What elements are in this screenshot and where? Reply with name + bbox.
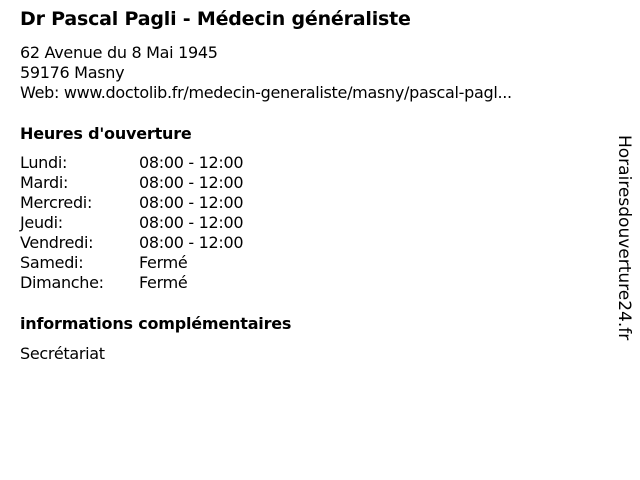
day-label: Mercredi: (20, 193, 93, 212)
hours-heading: Heures d'ouverture (20, 124, 192, 143)
hours-value: 08:00 - 12:00 (139, 193, 244, 212)
address-city: 59176 Masny (20, 63, 125, 82)
hours-value: 08:00 - 12:00 (139, 173, 244, 192)
address-street: 62 Avenue du 8 Mai 1945 (20, 43, 218, 62)
hours-table: Lundi: 08:00 - 12:00 Mardi: 08:00 - 12:00 … (20, 153, 244, 293)
hours-row: Samedi: Fermé (20, 253, 243, 273)
day-label: Mardi: (20, 173, 69, 192)
hours-value: 08:00 - 12:00 (139, 213, 244, 232)
hours-value: 08:00 - 12:00 (139, 153, 244, 172)
day-label: Jeudi: (20, 213, 63, 232)
info-text: Secrétariat (20, 344, 105, 363)
hours-value: 08:00 - 12:00 (139, 233, 244, 252)
day-label: Lundi: (20, 153, 68, 172)
website-link[interactable]: Web: www.doctolib.fr/medecin-generaliste… (20, 83, 512, 102)
page-title: Dr Pascal Pagli - Médecin généraliste (20, 8, 411, 30)
day-label: Dimanche: (20, 273, 104, 292)
day-label: Vendredi: (20, 233, 94, 252)
day-label: Samedi: (20, 253, 84, 272)
info-heading: informations complémentaires (20, 314, 292, 333)
hours-row: Mercredi: 08:00 - 12:00 (20, 193, 244, 213)
address-block: 62 Avenue du 8 Mai 1945 59176 Masny Web:… (20, 43, 512, 103)
hours-value: Fermé (139, 273, 188, 292)
hours-row: Lundi: 08:00 - 12:00 (20, 153, 244, 173)
hours-value: Fermé (139, 253, 188, 272)
hours-row: Jeudi: 08:00 - 12:00 (20, 213, 244, 233)
hours-row: Dimanche: Fermé (20, 273, 243, 293)
hours-row: Vendredi: 08:00 - 12:00 (20, 233, 244, 253)
hours-row: Mardi: 08:00 - 12:00 (20, 173, 244, 193)
watermark-text: Horairesdouverture24.fr (614, 135, 634, 341)
